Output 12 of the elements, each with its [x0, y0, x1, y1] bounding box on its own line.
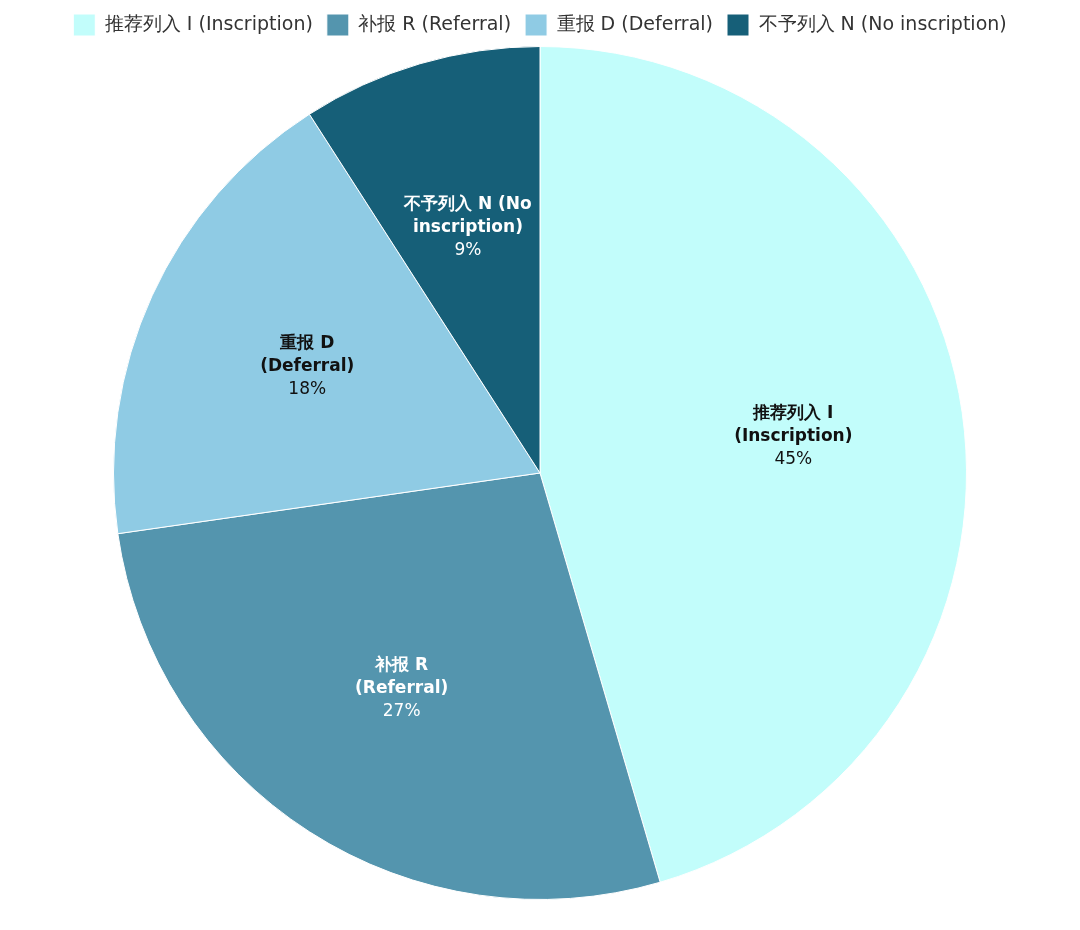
legend-label: 推荐列入 I (Inscription)	[104, 11, 313, 34]
slice-label: 不予列入 N (No inscription)	[403, 192, 532, 236]
data-label: 18%	[288, 378, 327, 399]
slice-label: 重报 D (Deferral)	[260, 332, 355, 376]
legend-label: 重报 D (Deferral)	[556, 11, 714, 34]
slice-label: 推荐列入 I (Inscription)	[734, 402, 853, 445]
data-label: 27%	[382, 699, 421, 720]
data-label: 9%	[454, 238, 482, 259]
legend-label: 补报 R (Referral)	[358, 11, 512, 34]
data-label: 45%	[774, 448, 813, 468]
legend-label: 不予列入 N (No inscription)	[758, 11, 1007, 34]
slice-label: 补报 R (Referral)	[355, 653, 449, 697]
